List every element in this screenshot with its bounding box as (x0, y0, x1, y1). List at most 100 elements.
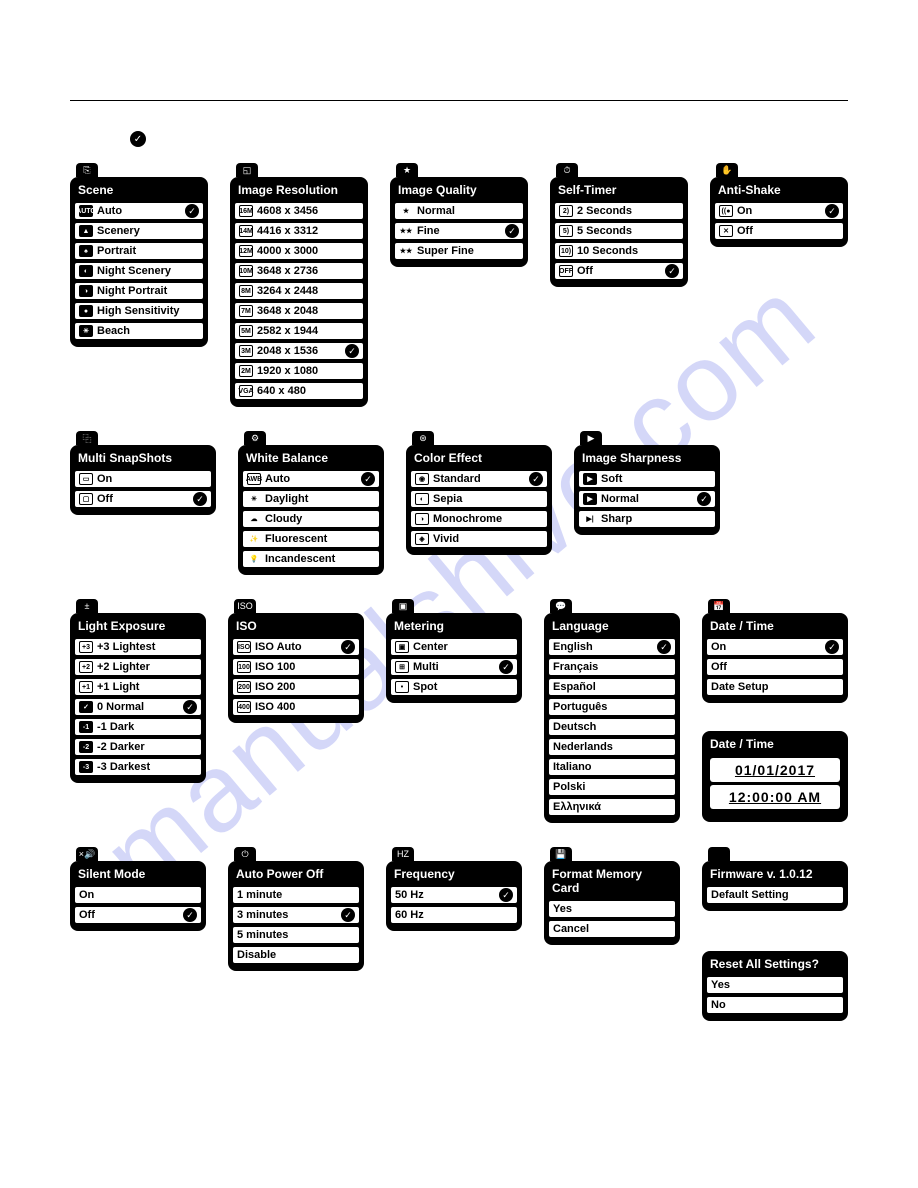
whitebalance-item[interactable]: ☀Daylight (242, 490, 380, 508)
sharpness-item[interactable]: ▶|Sharp (578, 510, 716, 528)
scene-item-icon: ♠ (79, 245, 93, 257)
resolution-item[interactable]: 2M1920 x 1080 (234, 362, 364, 380)
coloreffect-item-label: Vivid (433, 533, 543, 545)
datetime-item[interactable]: On✓ (706, 638, 844, 656)
resolution-item[interactable]: 3M2048 x 1536✓ (234, 342, 364, 360)
selftimer-item-icon: 2) (559, 205, 573, 217)
silent-item-label: Off (79, 909, 179, 921)
reset-item[interactable]: Yes (706, 976, 844, 994)
selftimer-item[interactable]: 5)5 Seconds (554, 222, 684, 240)
selftimer-item[interactable]: 10)10 Seconds (554, 242, 684, 260)
resolution-item[interactable]: 16M4608 x 3456 (234, 202, 364, 220)
selftimer-item[interactable]: 2)2 Seconds (554, 202, 684, 220)
language-item[interactable]: Español (548, 678, 676, 696)
iso-item[interactable]: ISOISO Auto✓ (232, 638, 360, 656)
whitebalance-item[interactable]: ☁Cloudy (242, 510, 380, 528)
quality-item[interactable]: ★Normal (394, 202, 524, 220)
panel-exposure: ±Light Exposure+3+3 Lightest+2+2 Lighter… (70, 613, 206, 783)
date-field[interactable]: 01/01/2017 (710, 758, 840, 782)
language-item[interactable]: Français (548, 658, 676, 676)
exposure-item[interactable]: +3+3 Lightest (74, 638, 202, 656)
resolution-item[interactable]: VGA640 x 480 (234, 382, 364, 400)
format-item[interactable]: Yes (548, 900, 676, 918)
scene-item[interactable]: ●High Sensitivity (74, 302, 204, 320)
scene-item[interactable]: ◑Night Portrait (74, 282, 204, 300)
resolution-item[interactable]: 8M3264 x 2448 (234, 282, 364, 300)
exposure-item[interactable]: -1-1 Dark (74, 718, 202, 736)
multisnap-item[interactable]: ▢Off✓ (74, 490, 212, 508)
antishake-item-icon: ✕ (719, 225, 733, 237)
sharpness-item[interactable]: ▶Normal✓ (578, 490, 716, 508)
resolution-item[interactable]: 14M4416 x 3312 (234, 222, 364, 240)
language-item[interactable]: Nederlands (548, 738, 676, 756)
frequency-item[interactable]: 60 Hz (390, 906, 518, 924)
language-item[interactable]: Deutsch (548, 718, 676, 736)
datetime-item[interactable]: Off (706, 658, 844, 676)
exposure-item[interactable]: +1+1 Light (74, 678, 202, 696)
silent-item[interactable]: On (74, 886, 202, 904)
resolution-item[interactable]: 7M3648 x 2048 (234, 302, 364, 320)
firmware-item[interactable]: Default Setting (706, 886, 844, 904)
panel-iso: ISOISOISOISO Auto✓100ISO 100200ISO 20040… (228, 613, 364, 723)
selftimer-tab-icon: ⏱ (556, 163, 578, 177)
reset-item[interactable]: No (706, 996, 844, 1014)
language-item[interactable]: Polski (548, 778, 676, 796)
silent-item[interactable]: Off✓ (74, 906, 202, 924)
selftimer-item[interactable]: OFFOff✓ (554, 262, 684, 280)
antishake-item[interactable]: ✕ Off (714, 222, 844, 240)
scene-item[interactable]: ♠Portrait (74, 242, 204, 260)
whitebalance-item[interactable]: AWBAuto✓ (242, 470, 380, 488)
coloreffect-title: Color Effect (410, 449, 548, 469)
metering-item[interactable]: •Spot (390, 678, 518, 696)
coloreffect-item[interactable]: ◑Monochrome (410, 510, 548, 528)
scene-item[interactable]: AUTOAuto✓ (74, 202, 204, 220)
metering-item[interactable]: ▣Center (390, 638, 518, 656)
whitebalance-item[interactable]: ✨Fluorescent (242, 530, 380, 548)
scene-item[interactable]: ☀Beach (74, 322, 204, 340)
scene-item[interactable]: ◐Night Scenery (74, 262, 204, 280)
frequency-item[interactable]: 50 Hz✓ (390, 886, 518, 904)
resolution-item-icon: 5M (239, 325, 253, 337)
whitebalance-item-label: Incandescent (265, 553, 375, 565)
language-item[interactable]: Italiano (548, 758, 676, 776)
autopower-item[interactable]: 5 minutes (232, 926, 360, 944)
resolution-item-label: 2582 x 1944 (257, 325, 359, 337)
metering-item[interactable]: ⊞Multi✓ (390, 658, 518, 676)
time-field[interactable]: 12:00:00 AM (710, 785, 840, 809)
resolution-item[interactable]: 12M4000 x 3000 (234, 242, 364, 260)
scene-item[interactable]: ▲Scenery (74, 222, 204, 240)
autopower-item[interactable]: 1 minute (232, 886, 360, 904)
autopower-item[interactable]: 3 minutes✓ (232, 906, 360, 924)
multisnap-item[interactable]: ▭On (74, 470, 212, 488)
exposure-item[interactable]: +2+2 Lighter (74, 658, 202, 676)
quality-item[interactable]: ★★Super Fine (394, 242, 524, 260)
whitebalance-item[interactable]: 💡Incandescent (242, 550, 380, 568)
exposure-item[interactable]: ✓0 Normal✓ (74, 698, 202, 716)
iso-item[interactable]: 400ISO 400 (232, 698, 360, 716)
language-item[interactable]: English✓ (548, 638, 676, 656)
coloreffect-item[interactable]: ◈Vivid (410, 530, 548, 548)
quality-item[interactable]: ★★Fine✓ (394, 222, 524, 240)
language-item[interactable]: Português (548, 698, 676, 716)
quality-item-label: Normal (417, 205, 519, 217)
metering-item-label: Center (413, 641, 513, 653)
coloreffect-item[interactable]: ◐Sepia (410, 490, 548, 508)
autopower-item[interactable]: Disable (232, 946, 360, 964)
coloreffect-item[interactable]: ◉Standard✓ (410, 470, 548, 488)
iso-item[interactable]: 200ISO 200 (232, 678, 360, 696)
antishake-item-label: Off (737, 225, 839, 237)
format-item[interactable]: Cancel (548, 920, 676, 938)
antishake-item[interactable]: ((●On✓ (714, 202, 844, 220)
iso-item[interactable]: 100ISO 100 (232, 658, 360, 676)
exposure-item[interactable]: -2-2 Darker (74, 738, 202, 756)
exposure-item[interactable]: -3-3 Darkest (74, 758, 202, 776)
whitebalance-item-label: Fluorescent (265, 533, 375, 545)
firmware-title: Firmware v. 1.0.12 (706, 865, 844, 885)
frequency-tab-icon: HZ (392, 847, 414, 861)
language-item[interactable]: Ελληνικά (548, 798, 676, 816)
selftimer-item-label: 10 Seconds (577, 245, 679, 257)
sharpness-item[interactable]: ▶Soft (578, 470, 716, 488)
resolution-item[interactable]: 10M3648 x 2736 (234, 262, 364, 280)
datetime-item[interactable]: Date Setup (706, 678, 844, 696)
resolution-item[interactable]: 5M 2582 x 1944 (234, 322, 364, 340)
